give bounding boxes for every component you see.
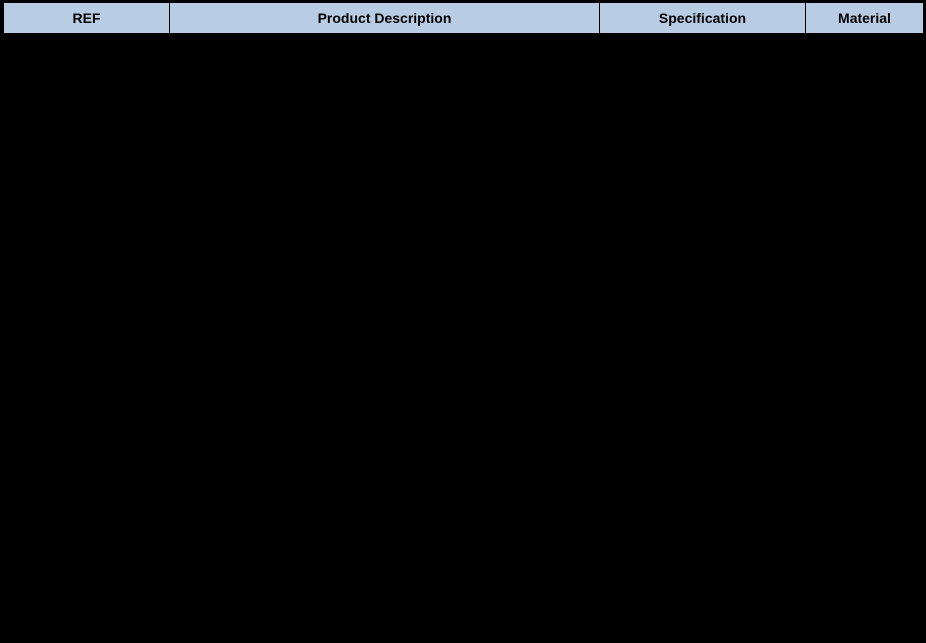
header-specification: Specification (600, 3, 806, 34)
header-material: Material (806, 3, 924, 34)
product-table: REF Product Description Specification Ma… (3, 2, 924, 34)
header-description: Product Description (170, 3, 600, 34)
table-header: REF Product Description Specification Ma… (4, 3, 924, 34)
header-ref: REF (4, 3, 170, 34)
